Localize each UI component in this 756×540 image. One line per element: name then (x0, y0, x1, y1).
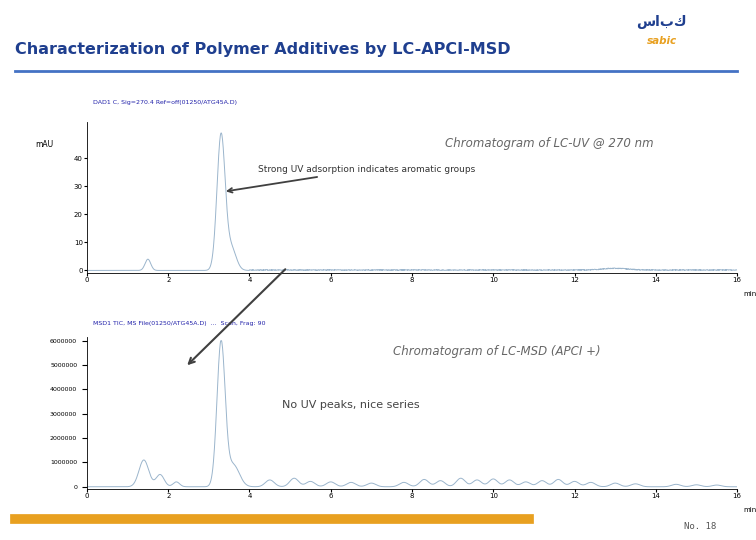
Text: min: min (744, 507, 756, 513)
Text: sabic: sabic (646, 36, 677, 45)
Text: min: min (744, 292, 756, 298)
Text: No UV peaks, nice series: No UV peaks, nice series (282, 400, 420, 410)
Text: No. 18: No. 18 (684, 522, 717, 531)
Text: Chromatogram of LC-UV @ 270 nm: Chromatogram of LC-UV @ 270 nm (445, 137, 653, 150)
Text: Chromatogram of LC-MSD (APCI +): Chromatogram of LC-MSD (APCI +) (392, 345, 600, 357)
Text: Characterization of Polymer Additives by LC-APCI-MSD: Characterization of Polymer Additives by… (15, 42, 511, 57)
Text: mAU: mAU (36, 140, 54, 149)
Text: DAD1 C, Sig=270.4 Ref=off(01250/ATG45A.D): DAD1 C, Sig=270.4 Ref=off(01250/ATG45A.D… (94, 100, 237, 105)
Text: MSD1 TIC, MS File(01250/ATG45A.D)  ...  Scan, Frag: 90: MSD1 TIC, MS File(01250/ATG45A.D) ... Sc… (94, 321, 266, 326)
Text: سابك: سابك (637, 15, 686, 29)
Text: Strong UV adsorption indicates aromatic groups: Strong UV adsorption indicates aromatic … (228, 165, 475, 193)
